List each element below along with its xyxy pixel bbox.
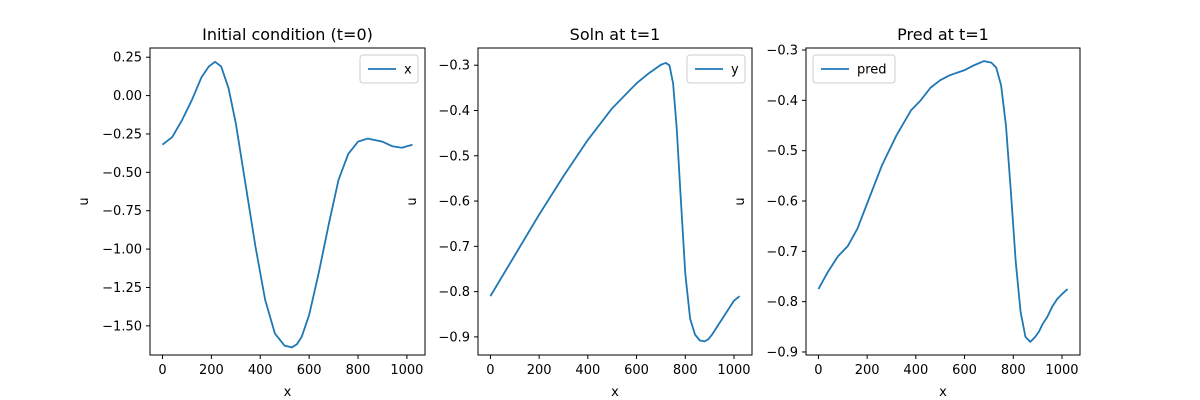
y-tick-label: −0.7 [438,240,470,255]
x-tick-label: 0 [158,363,166,378]
legend-box [812,54,896,84]
y-tick-label: −0.4 [438,104,470,119]
chart-panel-1: 0 200 400 600 800 1000 0.25 0.00 −0.25 −0.50 −0.75… [77,25,426,400]
legend-label: pred [857,63,887,78]
x-tick-label: 600 [624,363,649,378]
y-tick-label: −0.8 [766,295,798,310]
chart-panel-3: 0 200 400 600 800 1000 −0.3 −0.4 −0.5 −0.6 −0.7 −0.… [733,25,1081,400]
x-axis-label: x [611,385,619,400]
x-tick-label: 200 [527,363,552,378]
y-tick-label: −1.25 [102,281,142,296]
y-tick-label: −0.5 [766,144,798,159]
series-line-pred [817,60,1069,343]
y-tick-label: −0.25 [102,127,142,142]
axes-frame [477,47,753,356]
x-tick-label: 800 [346,363,371,378]
y-tick-label: −0.5 [438,149,470,164]
x-tick-label: 400 [248,363,273,378]
legend: x [359,54,419,84]
y-tick-label: −0.50 [102,166,142,181]
y-tick-label: −0.6 [766,194,798,209]
chart-title: Soln at t=1 [570,25,661,44]
y-tick-label: −0.3 [766,44,798,59]
chart-panel-2: 0 200 400 600 800 1000 −0.3 −0.4 −0.5 −0.6 −0.7 −0.… [405,25,753,400]
x-tick-label: 0 [814,363,822,378]
x-tick-label: 400 [575,363,600,378]
chart-title: Pred at t=1 [897,25,989,44]
legend: y [686,54,746,84]
x-tick-label: 400 [903,363,928,378]
legend: pred [812,54,896,84]
x-tick-label: 1000 [390,363,423,378]
axes-frame [805,47,1081,356]
y-tick-label: −0.8 [438,285,470,300]
y-axis-label: u [733,197,748,205]
x-tick-label: 200 [199,363,224,378]
x-tick-label: 600 [952,363,977,378]
series-line-x [161,60,413,349]
y-tick-label: −0.75 [102,204,142,219]
y-tick-label: −0.6 [438,195,470,210]
axes-frame [149,47,426,356]
y-tick-label: −0.9 [766,345,798,360]
y-tick-label: −1.00 [102,243,142,258]
y-tick-label: 0.25 [113,51,142,66]
y-axis-label: u [77,197,92,205]
x-tick-label: 600 [297,363,322,378]
x-axis-label: x [939,385,947,400]
y-tick-label: −1.50 [102,319,142,334]
y-axis-label: u [405,197,420,205]
chart-title: Initial condition (t=0) [202,25,373,44]
series-line-y [489,62,741,343]
x-tick-label: 200 [855,363,880,378]
y-tick-label: −0.7 [766,245,798,260]
y-tick-label: −0.4 [766,94,798,109]
x-tick-label: 1000 [717,363,750,378]
x-tick-label: 800 [1001,363,1026,378]
y-tick-label: −0.3 [438,59,470,74]
y-tick-label: 0.00 [113,89,142,104]
x-tick-label: 0 [486,363,494,378]
legend-label: y [731,63,739,78]
x-tick-label: 1000 [1045,363,1078,378]
x-axis-label: x [284,385,292,400]
legend-label: x [404,63,412,78]
x-tick-label: 800 [673,363,698,378]
y-tick-label: −0.9 [438,330,470,345]
